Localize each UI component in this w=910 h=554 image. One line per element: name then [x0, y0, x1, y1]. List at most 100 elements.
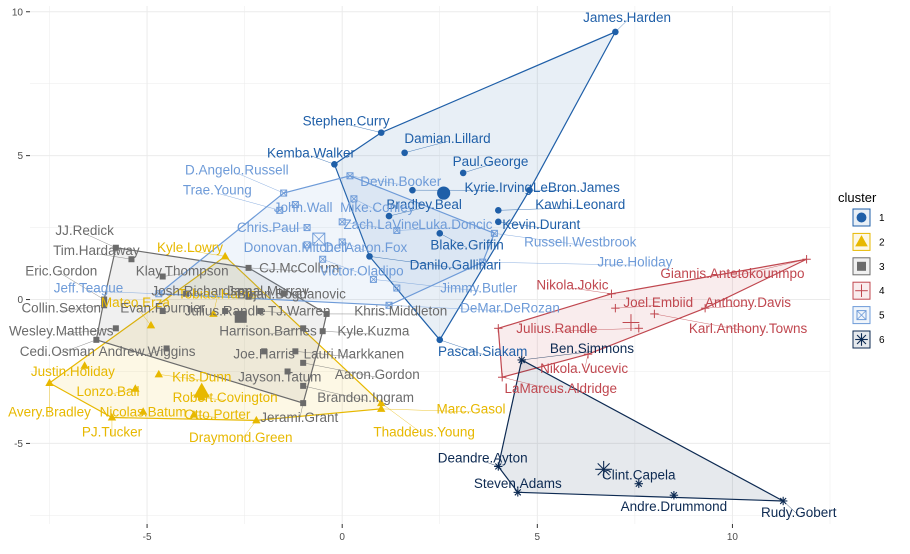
marker-stroke: [346, 172, 354, 180]
point-label: Andre.Drummond: [621, 499, 728, 514]
point-label: Brandon.Ingram: [317, 390, 414, 405]
point-cluster-2: [209, 309, 218, 317]
point-cluster-3: [300, 400, 307, 407]
leader-line: [498, 207, 581, 211]
point-cluster-5: [291, 201, 299, 209]
marker-stroke: [280, 189, 287, 197]
leader-line: [498, 221, 542, 228]
leader-line: [193, 414, 218, 418]
point-cluster-5: [393, 284, 401, 292]
leader-line: [342, 241, 366, 251]
centroid-cluster-1: [437, 186, 451, 200]
marker-stroke: [303, 241, 311, 249]
point-cluster-2: [107, 413, 117, 421]
point-cluster-6: [669, 491, 679, 500]
point-label: Avery.Bradley: [8, 404, 91, 419]
point-label: Clint.Capela: [602, 468, 676, 483]
point-cluster-2: [80, 361, 89, 369]
point-label: Marc.Gasol: [436, 401, 505, 416]
marker-stroke: [393, 226, 401, 234]
point-cluster-5: [350, 195, 358, 203]
point-cluster-5: [385, 301, 393, 309]
marker-stroke: [393, 227, 401, 234]
point-label: Julius.Randle: [185, 304, 266, 319]
centroid-cluster-3: [234, 310, 247, 323]
point-label: PJ.Tucker: [82, 424, 143, 439]
x-tick-label: 0: [339, 532, 345, 543]
point-label: Kyrie.Irving: [465, 180, 533, 195]
leader-line: [96, 253, 132, 260]
leader-line: [147, 348, 167, 355]
point-cluster-4: [634, 324, 643, 333]
leader-line: [158, 374, 202, 381]
point-cluster-5: [490, 229, 498, 237]
point-cluster-2: [220, 251, 230, 260]
leader-line: [396, 227, 456, 231]
marker-stroke: [369, 275, 377, 283]
leader-line: [482, 460, 499, 467]
point-label: Chris.Paul: [237, 220, 299, 235]
point-labels: James.Harden Stephen.Curry Damian.Lillard K…: [8, 10, 837, 520]
leader-line: [439, 233, 468, 249]
y-tick-label: 10: [12, 7, 24, 18]
point-label: Jerami.Grant: [260, 410, 338, 425]
point-label: Collin.Sexton: [21, 301, 101, 316]
point-cluster-2: [146, 320, 156, 329]
marker-stroke: [670, 491, 678, 499]
leader-line: [389, 305, 511, 312]
leader-line: [248, 267, 300, 272]
point-label: Mike.Conley: [340, 200, 415, 215]
legend-marker-5: [856, 310, 867, 321]
cluster-hull-3: [95, 247, 328, 404]
leader-line: [135, 305, 152, 326]
point-cluster-1: [436, 336, 444, 344]
marker-stroke: [494, 463, 502, 470]
leader-line: [346, 123, 382, 133]
point-label: Pascal.Siakam: [438, 344, 527, 359]
point-label: Damian.Lillard: [404, 131, 490, 146]
point-label: Julius.Randle: [516, 321, 597, 336]
point-label: Robert.Covington: [173, 390, 278, 405]
leader-line: [353, 198, 378, 211]
marker-stroke: [338, 238, 346, 246]
point-label: Jamal.Murray: [227, 283, 309, 298]
leader-line: [583, 354, 589, 372]
point-label: Justin.Holiday: [31, 364, 115, 379]
point-cluster-3: [284, 368, 291, 375]
point-cluster-1: [385, 212, 393, 220]
point-cluster-3: [323, 310, 330, 317]
point-cluster-5: [319, 255, 327, 263]
leader-line: [240, 420, 257, 441]
point-cluster-3: [112, 325, 119, 332]
point-label: Lonzo.Ball: [77, 384, 140, 399]
leader-line: [84, 233, 116, 248]
point-cluster-3: [93, 336, 100, 343]
point-label: Eric.Gordon: [25, 263, 97, 278]
point-cluster-1: [494, 218, 502, 226]
point-cluster-3: [222, 308, 229, 315]
point-label: Anthony.Davis: [705, 295, 791, 310]
leader-line: [295, 351, 354, 358]
point-cluster-1: [377, 129, 385, 136]
point-label: Kevin.Durant: [502, 217, 580, 232]
point-label: Steven.Adams: [474, 476, 562, 491]
point-label: Lauri.Markkanen: [304, 347, 405, 362]
point-cluster-3: [112, 244, 119, 251]
point-cluster-4: [650, 309, 659, 319]
legend-title: cluster: [838, 190, 877, 205]
leader-line: [615, 305, 659, 309]
point-cluster-3: [300, 359, 307, 366]
leader-line: [388, 207, 425, 217]
leader-line: [217, 192, 280, 211]
point-label: D.Angelo.Russell: [185, 163, 289, 178]
marker-stroke: [303, 224, 311, 232]
point-label: Kyle.Lowry: [157, 240, 223, 255]
point-label: Thaddeus.Young: [373, 424, 475, 439]
leader-line: [373, 279, 479, 292]
point-label: Giannis.Antetokounmpo: [660, 266, 804, 281]
legend-label: 6: [879, 335, 885, 346]
leader-line: [236, 172, 284, 194]
y-tick-label: 0: [17, 295, 23, 306]
legend-marker-3: [857, 261, 866, 271]
